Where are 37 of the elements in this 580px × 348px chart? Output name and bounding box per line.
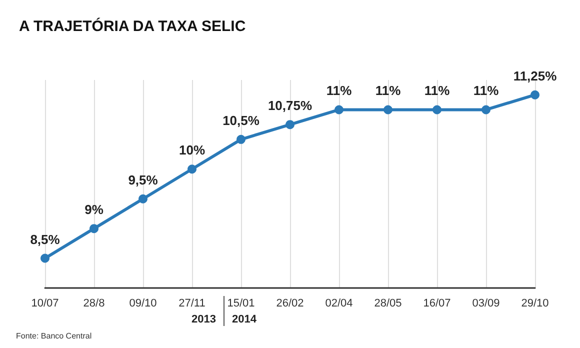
data-label: 10% (178, 142, 206, 158)
data-label: 9,5% (128, 172, 158, 188)
chart-title: A TRAJETÓRIA DA TAXA SELIC (19, 17, 246, 35)
data-label: 11% (375, 83, 402, 98)
source-note: Fonte: Banco Central (16, 332, 92, 340)
point (188, 164, 196, 174)
data-label: 10,5% (222, 112, 260, 128)
x-tick-label: 28/05 (374, 298, 402, 310)
data-label: 10,75% (268, 98, 312, 114)
x-tick-label: 15/01 (227, 298, 255, 310)
x-tick-label: 03/09 (472, 298, 500, 310)
data-label: 11% (473, 83, 500, 98)
x-tick-label: 29/10 (521, 298, 549, 310)
point (432, 105, 442, 114)
point (236, 134, 246, 144)
x-tick-label: 10/07 (31, 298, 59, 310)
x-tick-label: 09/10 (129, 298, 157, 310)
data-label: 11% (424, 83, 450, 98)
x-tick-label: 16/07 (423, 298, 451, 310)
text: 2014 (232, 314, 258, 326)
point (384, 105, 392, 114)
x-tick-label: 27/11 (178, 298, 206, 310)
x-tick-label: 28/8 (83, 298, 105, 310)
point (40, 254, 50, 263)
data-label: 11% (326, 83, 352, 98)
data-label: 8,5% (30, 232, 60, 247)
data-label: 11,25% (513, 68, 558, 84)
point (90, 224, 98, 234)
point (530, 90, 540, 100)
data-label: 9% (84, 202, 104, 218)
x-tick-label: 02/04 (325, 298, 353, 310)
point (482, 105, 490, 114)
x-tick-label: 26/02 (276, 298, 304, 310)
point (334, 105, 344, 114)
text: 2013 (192, 314, 216, 326)
point (286, 120, 294, 130)
point (138, 194, 148, 204)
